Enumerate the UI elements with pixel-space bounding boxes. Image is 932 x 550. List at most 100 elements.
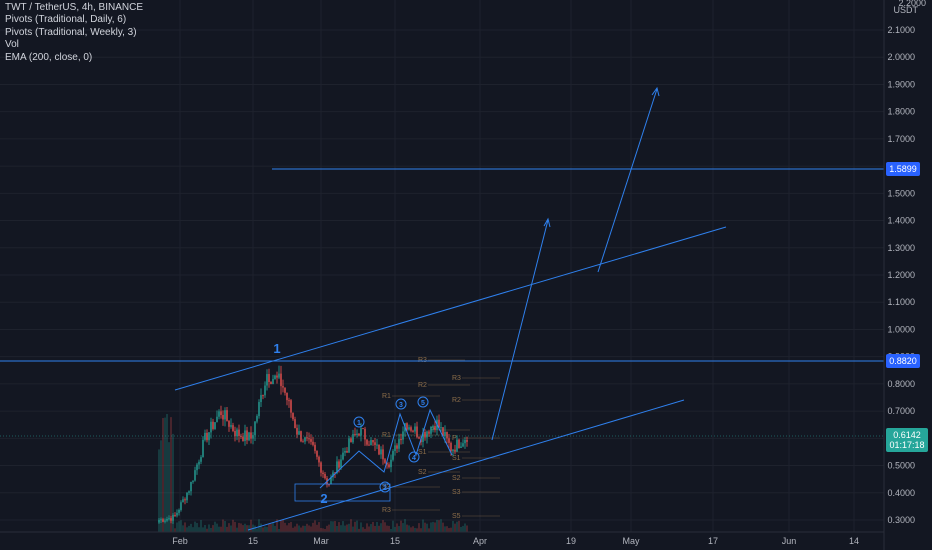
candle-body[interactable]: [282, 386, 284, 388]
candle-body[interactable]: [270, 382, 272, 385]
candle-body[interactable]: [202, 439, 204, 458]
candle-body[interactable]: [428, 431, 430, 434]
candle-body[interactable]: [450, 442, 452, 452]
candle-body[interactable]: [392, 450, 394, 460]
candle-body[interactable]: [394, 445, 396, 451]
candle-body[interactable]: [412, 430, 414, 432]
candle-body[interactable]: [448, 438, 450, 443]
candle-body[interactable]: [278, 373, 280, 378]
candle-body[interactable]: [360, 428, 362, 436]
candle-body[interactable]: [462, 443, 464, 447]
candle-body[interactable]: [352, 434, 354, 443]
candle-body[interactable]: [264, 385, 266, 396]
candle-body[interactable]: [408, 427, 410, 430]
candle-body[interactable]: [216, 416, 218, 423]
candle-body[interactable]: [186, 492, 188, 501]
candle-body[interactable]: [374, 442, 376, 445]
candle-body[interactable]: [168, 518, 170, 520]
candle-body[interactable]: [442, 427, 444, 437]
candle-body[interactable]: [310, 439, 312, 442]
candle-body[interactable]: [198, 461, 200, 465]
candle-body[interactable]: [434, 426, 436, 431]
candle-body[interactable]: [308, 438, 310, 440]
candle-body[interactable]: [218, 411, 220, 417]
support-rectangle[interactable]: [294, 483, 391, 502]
candle-body[interactable]: [454, 449, 456, 452]
candle-body[interactable]: [438, 419, 440, 428]
candle-body[interactable]: [204, 432, 206, 440]
candle-body[interactable]: [390, 459, 392, 468]
candle-body[interactable]: [452, 449, 454, 452]
channel-lower-line[interactable]: [247, 399, 685, 531]
candle-body[interactable]: [240, 435, 242, 437]
candle-body[interactable]: [214, 422, 216, 429]
candle-body[interactable]: [292, 412, 294, 420]
candle-body[interactable]: [446, 431, 448, 439]
candle-body[interactable]: [182, 499, 184, 503]
candle-body[interactable]: [388, 464, 390, 468]
candle-body[interactable]: [250, 432, 252, 439]
candle-body[interactable]: [406, 423, 408, 430]
candle-body[interactable]: [440, 427, 442, 429]
drawings[interactable]: 1 2 3 4 5 1 2: [0, 86, 884, 531]
candle-body[interactable]: [328, 484, 330, 486]
indicator-legend[interactable]: TWT / TetherUS, 4h, BINANCE Pivots (Trad…: [5, 2, 143, 64]
candle-body[interactable]: [258, 402, 260, 417]
candle-body[interactable]: [232, 425, 234, 431]
candle-body[interactable]: [184, 499, 186, 501]
candle-body[interactable]: [280, 373, 282, 387]
candle-body[interactable]: [194, 470, 196, 481]
candle-body[interactable]: [306, 437, 308, 439]
wave-circle-3[interactable]: 3: [395, 398, 407, 410]
candle-body[interactable]: [176, 512, 178, 516]
candle-body[interactable]: [256, 416, 258, 422]
candle-body[interactable]: [236, 429, 238, 437]
candle-body[interactable]: [196, 464, 198, 471]
wave-circle-2[interactable]: 2: [379, 481, 391, 493]
candle-body[interactable]: [332, 472, 334, 478]
legend-pivots-daily[interactable]: Pivots (Traditional, Daily, 6): [5, 14, 127, 26]
candle-body[interactable]: [174, 514, 176, 516]
candle-body[interactable]: [244, 430, 246, 441]
candle-body[interactable]: [334, 472, 336, 474]
candle-body[interactable]: [358, 433, 360, 436]
candle-body[interactable]: [160, 519, 162, 521]
candle-body[interactable]: [342, 452, 344, 460]
candle-body[interactable]: [210, 421, 212, 433]
candle-body[interactable]: [458, 439, 460, 448]
candle-body[interactable]: [456, 439, 458, 452]
candle-body[interactable]: [432, 426, 434, 428]
candle-body[interactable]: [356, 433, 358, 435]
candle-body[interactable]: [344, 450, 346, 453]
candle-body[interactable]: [220, 411, 222, 416]
candle-body[interactable]: [190, 481, 192, 492]
candle-body[interactable]: [228, 420, 230, 427]
candle-body[interactable]: [158, 520, 160, 523]
candle-body[interactable]: [276, 375, 278, 378]
wave-circle-4[interactable]: 4: [408, 451, 420, 463]
candle-body[interactable]: [376, 444, 378, 446]
candle-body[interactable]: [416, 426, 418, 438]
candle-body[interactable]: [192, 480, 194, 482]
wave-circle-1[interactable]: 1: [353, 416, 365, 428]
time-axis[interactable]: Feb 15 Mar 15 Apr 19 May 17 Jun 14: [0, 531, 884, 546]
candle-body[interactable]: [380, 449, 382, 455]
candle-body[interactable]: [288, 400, 290, 402]
candle-body[interactable]: [246, 430, 248, 441]
candle-body[interactable]: [316, 450, 318, 457]
candle-body[interactable]: [348, 438, 350, 453]
legend-vol[interactable]: Vol: [5, 39, 19, 51]
candle-body[interactable]: [268, 374, 270, 383]
candle-body[interactable]: [330, 477, 332, 485]
candle-body[interactable]: [162, 519, 164, 522]
candle-body[interactable]: [242, 436, 244, 441]
candles[interactable]: [158, 365, 468, 524]
candle-body[interactable]: [378, 444, 380, 455]
candle-body[interactable]: [226, 410, 228, 421]
candle-body[interactable]: [234, 430, 236, 437]
candle-body[interactable]: [172, 514, 174, 521]
candle-body[interactable]: [312, 441, 314, 445]
candle-body[interactable]: [372, 440, 374, 443]
